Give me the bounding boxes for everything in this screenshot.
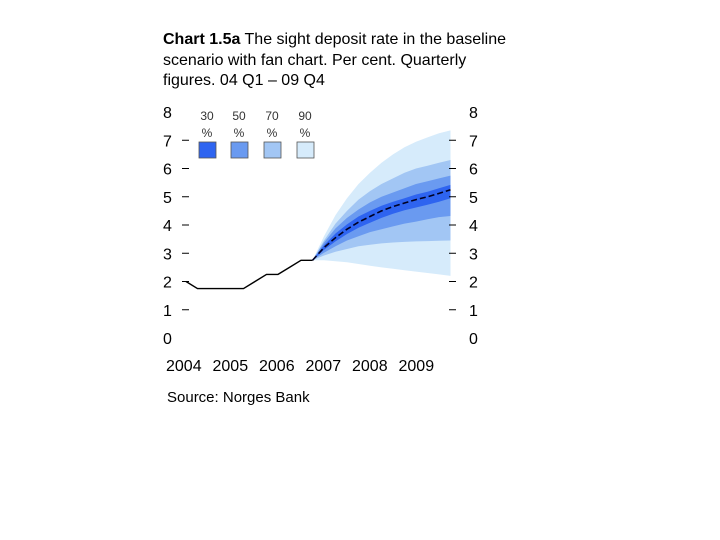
y-tick-label-left: 8 xyxy=(163,105,172,122)
source-note: Source: Norges Bank xyxy=(167,389,310,406)
legend-label-unit: % xyxy=(300,126,311,140)
baseline-line xyxy=(311,188,451,261)
y-tick-label-right: 7 xyxy=(469,133,478,150)
tick-labels: 0 0 1 1 2 2 3 3 4 4 5 5 6 6 7 7 8 8 2004 2005 2006 2007 2008 20… xyxy=(163,105,478,375)
legend-label-unit: % xyxy=(267,126,278,140)
legend: 30% 50% 70% 90% xyxy=(198,109,315,159)
legend-label: 50 xyxy=(232,109,246,123)
legend-label: 30 xyxy=(200,109,214,123)
legend-swatch xyxy=(198,141,217,159)
legend-swatch xyxy=(263,141,282,159)
y-tick-label-right: 6 xyxy=(469,162,478,179)
y-tick-label-left: 1 xyxy=(163,303,172,320)
chart-title: Chart 1.5a The sight deposit rate in the… xyxy=(163,30,523,92)
legend-label: 90 xyxy=(298,109,312,123)
legend-swatch xyxy=(230,141,249,159)
legend-label: 70 xyxy=(265,109,279,123)
y-tick-label-right: 1 xyxy=(469,303,478,320)
y-tick-label-right: 8 xyxy=(469,105,478,122)
x-tick-label: 2006 xyxy=(259,358,295,375)
x-tick-label: 2005 xyxy=(213,358,249,375)
legend-label-unit: % xyxy=(202,126,213,140)
y-tick-label-left: 5 xyxy=(163,190,172,207)
y-tick-label-right: 3 xyxy=(469,246,478,263)
y-tick-label-left: 2 xyxy=(163,275,172,292)
x-tick-label: 2004 xyxy=(166,358,202,375)
band-30 xyxy=(312,184,451,261)
series-lines xyxy=(185,188,451,290)
y-tick-label-right: 5 xyxy=(469,190,478,207)
chart-number: Chart 1.5a xyxy=(163,31,241,48)
y-tick-label-left: 4 xyxy=(163,218,172,235)
legend-label-unit: % xyxy=(234,126,245,140)
chart-title-text: The sight deposit rate in the baseline s… xyxy=(163,31,507,89)
axis-ticks xyxy=(182,139,456,311)
x-tick-label: 2007 xyxy=(306,358,342,375)
y-tick-label-right: 2 xyxy=(469,275,478,292)
x-tick-label: 2008 xyxy=(352,358,388,375)
y-tick-label-right: 4 xyxy=(469,218,478,235)
legend-swatch xyxy=(296,141,315,159)
y-tick-label-right: 0 xyxy=(469,331,478,348)
y-tick-label-left: 3 xyxy=(163,246,172,263)
y-tick-label-left: 0 xyxy=(163,331,172,348)
y-tick-label-left: 7 xyxy=(163,133,172,150)
historical-line xyxy=(185,259,313,290)
fan-bands xyxy=(312,130,451,276)
y-tick-label-left: 6 xyxy=(163,162,172,179)
x-tick-label: 2009 xyxy=(399,358,435,375)
